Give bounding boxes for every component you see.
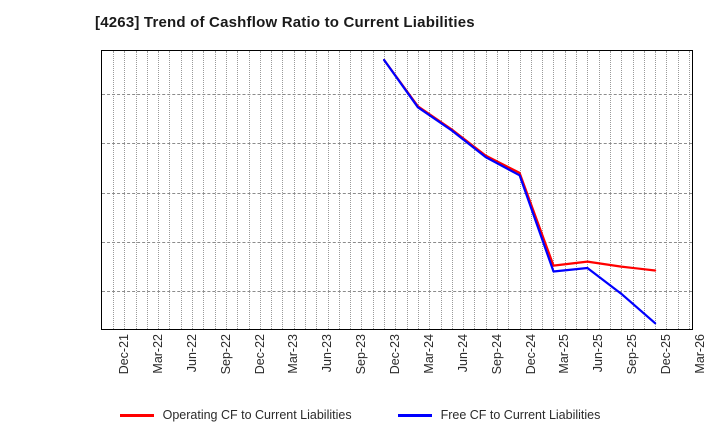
- x-axis-tick-label: Sep-23: [354, 334, 369, 375]
- page-title: [4263] Trend of Cashflow Ratio to Curren…: [95, 14, 475, 31]
- vertical-gridline: [417, 51, 419, 329]
- vertical-gridline: [564, 51, 566, 329]
- vertical-gridline: [474, 51, 476, 329]
- x-axis-tick-label: Mar-26: [693, 334, 707, 374]
- x-axis-tick-label: Dec-24: [523, 334, 538, 375]
- vertical-gridline: [338, 51, 340, 329]
- vertical-gridline: [271, 51, 273, 329]
- vertical-gridline: [429, 51, 431, 329]
- vertical-gridline: [169, 51, 171, 329]
- legend-item-label: Free CF to Current Liabilities: [440, 408, 601, 422]
- vertical-gridline: [598, 51, 600, 329]
- vertical-gridline: [542, 51, 544, 329]
- vertical-gridline: [406, 51, 408, 329]
- vertical-gridline: [689, 51, 690, 329]
- x-axis-tick-label: Jun-22: [184, 334, 199, 373]
- series-line-operating-cf: [383, 58, 657, 272]
- chart-legend: Operating CF to Current Liabilities Free …: [0, 408, 720, 422]
- vertical-gridline: [305, 51, 306, 329]
- series-line-free-cf: [383, 58, 657, 325]
- vertical-gridline: [372, 51, 374, 329]
- vertical-gridline: [553, 51, 555, 329]
- vertical-gridline: [361, 51, 363, 329]
- x-axis-tick-label: Mar-24: [421, 334, 436, 374]
- vertical-gridline: [248, 51, 250, 329]
- vertical-gridline: [643, 51, 645, 329]
- vertical-gridline: [395, 51, 397, 329]
- vertical-gridline: [214, 51, 216, 329]
- vertical-gridline: [655, 51, 657, 329]
- legend-line-swatch-icon: [397, 413, 432, 417]
- vertical-gridline: [293, 51, 295, 329]
- x-axis-tick-label: Jun-25: [591, 334, 606, 373]
- horizontal-gridline: [102, 291, 692, 293]
- vertical-gridline: [203, 51, 205, 329]
- horizontal-gridline: [102, 143, 692, 145]
- vertical-gridline: [384, 51, 386, 329]
- vertical-gridline: [451, 51, 453, 329]
- vertical-gridline: [135, 51, 137, 329]
- vertical-gridline: [327, 51, 329, 329]
- x-axis-tick-label: Sep-22: [218, 334, 233, 375]
- vertical-gridline: [519, 51, 521, 329]
- vertical-gridline: [259, 51, 261, 329]
- horizontal-gridline: [102, 192, 692, 194]
- vertical-gridline: [113, 51, 114, 329]
- data-series-layer: [383, 58, 657, 325]
- vertical-gridline: [146, 51, 148, 329]
- vertical-gridline: [609, 51, 611, 329]
- vertical-gridline: [666, 51, 668, 329]
- vertical-gridline: [237, 51, 239, 329]
- y-axis-labels: 0.0%-100.0%-200.0%-300.0%-400.0%: [0, 0, 95, 440]
- vertical-gridline: [225, 51, 227, 329]
- vertical-gridline: [350, 51, 352, 329]
- vertical-gridline: [621, 51, 623, 329]
- vertical-gridline: [508, 51, 510, 329]
- legend-line-swatch-icon: [119, 413, 154, 417]
- vertical-gridline: [576, 51, 578, 329]
- x-axis-tick-label: Dec-23: [388, 334, 403, 375]
- x-axis-tick-label: Sep-25: [625, 334, 640, 375]
- x-axis-tick-label: Dec-21: [117, 334, 131, 375]
- x-axis-tick-label: Mar-22: [150, 334, 165, 374]
- vertical-gridline: [497, 51, 498, 329]
- vertical-gridline: [316, 51, 318, 329]
- horizontal-gridline: [102, 94, 692, 95]
- vertical-gridline: [632, 51, 634, 329]
- vertical-gridline: [587, 51, 589, 329]
- vertical-gridline: [677, 51, 679, 329]
- plot-area: [101, 50, 693, 330]
- x-axis-tick-label: Jun-24: [455, 334, 470, 373]
- vertical-gridline: [158, 51, 160, 329]
- vertical-gridline: [192, 51, 194, 329]
- vertical-gridline: [463, 51, 465, 329]
- x-axis-tick-label: Mar-25: [557, 334, 572, 374]
- x-axis-tick-label: Dec-25: [659, 334, 674, 375]
- vertical-gridline: [124, 51, 126, 329]
- vertical-gridline: [440, 51, 442, 329]
- legend-item[interactable]: Operating CF to Current Liabilities: [119, 408, 352, 422]
- x-axis-tick-label: Dec-22: [252, 334, 267, 375]
- vertical-gridline: [282, 51, 284, 329]
- vertical-gridline: [485, 51, 487, 329]
- x-axis-tick-label: Jun-23: [320, 334, 335, 373]
- vertical-gridline: [180, 51, 182, 329]
- horizontal-gridline: [102, 241, 692, 243]
- vertical-gridline: [530, 51, 532, 329]
- legend-item-label: Operating CF to Current Liabilities: [162, 408, 352, 422]
- legend-item[interactable]: Free CF to Current Liabilities: [397, 408, 601, 422]
- x-axis-tick-label: Sep-24: [489, 334, 504, 375]
- x-axis-tick-label: Mar-23: [286, 334, 301, 374]
